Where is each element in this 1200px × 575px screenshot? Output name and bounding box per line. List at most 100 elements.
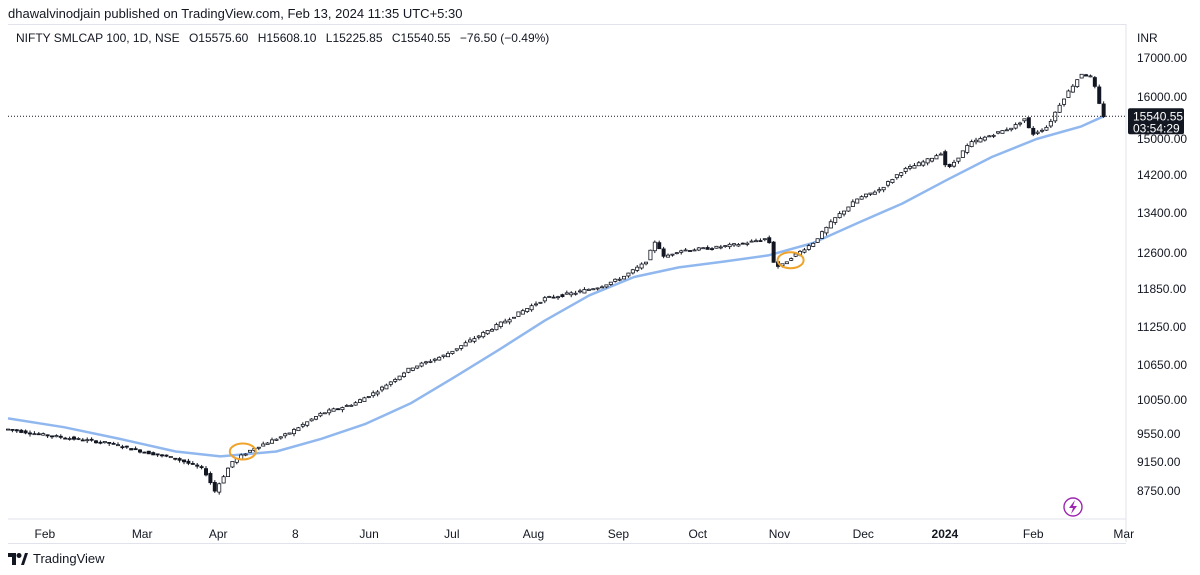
candle	[476, 334, 481, 340]
tradingview-brand[interactable]: TradingView	[8, 551, 105, 566]
time-tick-label: Aug	[523, 527, 544, 541]
candle	[956, 157, 961, 164]
candle	[490, 327, 495, 332]
candle	[547, 295, 552, 298]
candle	[226, 467, 231, 478]
price-tick-label: 16000.00	[1137, 90, 1187, 104]
time-tick-label: 2024	[932, 527, 959, 541]
candle	[806, 243, 811, 251]
candle	[635, 265, 640, 273]
candle	[947, 163, 952, 169]
candle	[454, 348, 459, 352]
candle	[692, 248, 697, 252]
price-tick-label: 12600.00	[1137, 246, 1187, 260]
candle	[591, 288, 596, 291]
candle	[50, 435, 55, 439]
candle	[380, 385, 385, 393]
candle	[648, 249, 653, 261]
candle	[820, 230, 825, 239]
candle	[872, 190, 877, 195]
candle	[146, 450, 151, 455]
candle	[991, 133, 996, 139]
candle	[604, 284, 609, 289]
candle	[151, 451, 156, 456]
candle	[644, 261, 649, 266]
candle	[586, 288, 591, 291]
candle	[190, 461, 195, 465]
candle	[212, 480, 217, 493]
candle	[718, 244, 723, 250]
candle	[256, 446, 261, 451]
candle	[199, 464, 204, 470]
candle	[265, 442, 270, 445]
candle	[6, 428, 11, 431]
candle	[358, 398, 363, 403]
candle	[204, 466, 209, 477]
tradingview-name: TradingView	[33, 551, 105, 566]
candle	[925, 158, 930, 166]
candle	[1075, 79, 1080, 88]
candle	[969, 139, 974, 148]
candle	[195, 462, 200, 469]
candle	[415, 365, 420, 370]
candle	[890, 178, 895, 184]
candle	[943, 149, 948, 168]
candle	[1000, 130, 1005, 134]
time-tick-label: Mar	[132, 527, 153, 541]
price-tick-label: 15000.00	[1137, 132, 1187, 146]
candle	[1101, 101, 1106, 118]
candle	[393, 377, 398, 384]
candle	[468, 337, 473, 343]
candle	[789, 257, 794, 262]
candle	[657, 240, 662, 250]
lightning-icon[interactable]	[1063, 497, 1083, 517]
candle	[472, 336, 477, 344]
candle	[182, 459, 187, 465]
candle	[859, 195, 864, 200]
candle	[32, 431, 37, 436]
candle	[138, 449, 143, 454]
candle	[723, 245, 728, 248]
candle	[1048, 118, 1053, 128]
candle	[529, 303, 534, 312]
time-tick-label: 8	[292, 527, 299, 541]
candle	[674, 252, 679, 255]
candle	[23, 429, 28, 435]
candle	[72, 435, 77, 441]
candle	[754, 238, 759, 243]
candle	[512, 316, 517, 319]
price-tick-label: 17000.00	[1137, 51, 1187, 65]
candle	[1040, 128, 1045, 133]
chart-frame[interactable]	[8, 24, 1126, 544]
candle	[564, 290, 569, 295]
time-tick-label: Feb	[35, 527, 56, 541]
candle	[1018, 121, 1023, 127]
candle	[283, 432, 288, 439]
candle	[1097, 84, 1102, 105]
candle	[116, 442, 121, 447]
candle	[437, 356, 442, 361]
candle	[701, 247, 706, 250]
candle	[578, 288, 583, 294]
candle	[402, 371, 407, 378]
candle	[410, 367, 415, 372]
candle	[551, 294, 556, 299]
price-axis[interactable]: 17000.00 16000.00 15000.00 14200.00 13400.00…	[1137, 51, 1187, 498]
candle	[349, 404, 354, 407]
candle	[978, 136, 983, 143]
candles-layer	[6, 73, 1106, 495]
candle	[397, 375, 402, 381]
candle	[54, 434, 59, 438]
time-tick-label: Sep	[608, 527, 630, 541]
time-axis[interactable]: Feb Mar Apr 8 Jun Jul Aug Sep Oct Nov Dec 2024 Feb Ma…	[35, 527, 1135, 541]
candle	[912, 163, 917, 169]
candle	[762, 238, 767, 242]
candle	[952, 159, 957, 168]
candle	[441, 354, 446, 359]
candle	[41, 432, 46, 436]
candle	[243, 453, 248, 457]
candle	[842, 210, 847, 217]
candle	[1035, 130, 1040, 136]
candle	[516, 311, 521, 317]
